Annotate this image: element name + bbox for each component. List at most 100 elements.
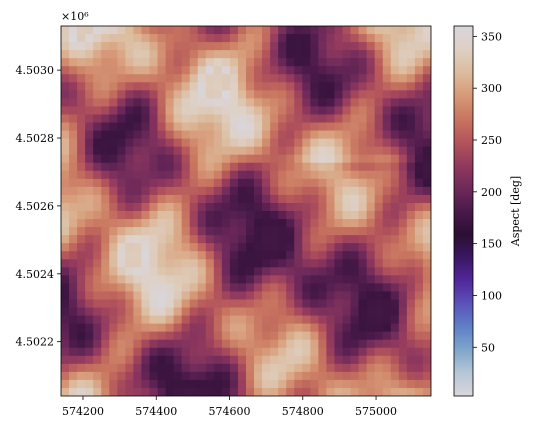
heatmap-cell [141,98,150,107]
heatmap-cell [69,26,78,35]
heatmap-cell [246,323,255,333]
heatmap-cell [294,259,303,268]
heatmap-cell [69,170,78,180]
heatmap-cell [334,154,343,164]
heatmap-cell [310,371,319,381]
heatmap-cell [69,371,78,381]
colorbar-tick-label: 100 [481,289,502,302]
heatmap-cell [165,243,175,252]
heatmap-cell [157,162,166,172]
heatmap-cell [69,194,78,204]
heatmap-cell [302,186,311,196]
heatmap-cell [69,387,78,396]
heatmap-cell [382,106,392,115]
heatmap-cell [237,355,247,365]
heatmap-cell [358,299,368,308]
heatmap-cell [69,146,78,156]
heatmap-cell [350,363,360,373]
heatmap-cell [165,154,175,164]
heatmap-cell [221,379,231,389]
heatmap-cell [254,323,263,333]
heatmap-cell [374,202,384,212]
heatmap-cell [398,331,408,341]
heatmap-cell [189,66,199,75]
heatmap-cell [270,90,279,99]
heatmap-cell [173,371,183,381]
heatmap-cell [101,243,110,252]
heatmap-cell [414,122,424,131]
heatmap-cell [221,363,231,373]
heatmap-cell [165,170,175,180]
heatmap-cell [334,58,343,67]
heatmap-cell [350,355,360,365]
heatmap-cell [69,74,78,83]
heatmap-cell [382,291,392,300]
heatmap-cell [342,50,351,59]
heatmap-cell [398,235,408,244]
heatmap-cell [406,130,416,140]
heatmap-cell [262,339,271,349]
heatmap-cell [229,66,239,75]
heatmap-cell [197,299,207,308]
y-tick-label: 4.5026 [16,200,55,213]
heatmap-cell [117,178,126,188]
heatmap-cell [157,42,166,51]
heatmap-cell [318,178,327,188]
heatmap-cell [85,243,94,252]
heatmap-cell [213,130,223,140]
heatmap-cell [350,331,360,341]
heatmap-cell [165,202,175,212]
heatmap-cell [294,331,303,341]
heatmap-cell [173,130,183,140]
heatmap-cell [205,82,215,91]
heatmap-cell [350,74,360,83]
heatmap-cell [221,146,231,156]
heatmap-cell [366,66,376,75]
heatmap-cell [133,146,142,156]
heatmap-cell [318,42,327,51]
heatmap-cell [69,66,78,75]
heatmap-cell [334,259,343,268]
heatmap-cell [149,371,158,381]
heatmap-cell [197,211,207,220]
heatmap-cell [85,106,94,115]
heatmap-cell [278,211,287,220]
heatmap-cell [205,219,215,228]
heatmap-cell [318,379,327,389]
heatmap-cell [294,178,303,188]
heatmap-cell [350,154,360,164]
heatmap-cell [294,243,303,252]
heatmap-cell [165,82,175,91]
heatmap-cell [302,34,311,43]
heatmap-cell [117,219,126,228]
heatmap-cell [246,162,255,172]
heatmap-cell [61,347,70,357]
heatmap-cell [262,307,271,316]
heatmap-cell [334,315,343,325]
heatmap-cell [125,146,134,156]
heatmap-cell [382,170,392,180]
heatmap-cell [197,267,207,276]
heatmap-cell [254,186,263,196]
heatmap-cell [390,371,400,381]
heatmap-cell [382,194,392,204]
heatmap-cell [133,379,142,389]
heatmap-cell [374,219,384,228]
heatmap-cell [109,267,118,276]
heatmap-cell [173,291,183,300]
heatmap-cell [366,243,376,252]
heatmap-cell [181,251,191,260]
heatmap-cell [109,219,118,228]
heatmap-cell [374,291,384,300]
heatmap-cell [278,162,287,172]
heatmap-cell [366,355,376,365]
heatmap-cell [302,331,311,341]
heatmap-cell [221,339,231,349]
heatmap-cell [133,227,142,236]
heatmap-cell [382,323,392,333]
heatmap-cell [69,283,78,292]
heatmap-cell [358,82,368,91]
heatmap-cell [254,98,263,107]
heatmap-cell [398,82,408,91]
heatmap-cell [390,291,400,300]
